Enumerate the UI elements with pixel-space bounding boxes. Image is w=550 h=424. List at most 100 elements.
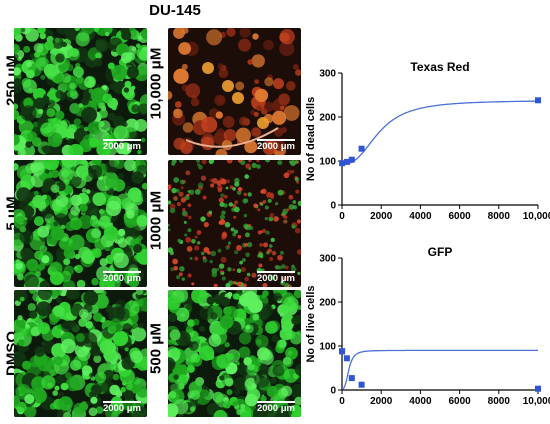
cell-blob	[78, 103, 84, 108]
cell-blob	[283, 172, 290, 179]
cell-blob	[239, 260, 243, 265]
cell-blob	[242, 258, 246, 262]
cell-blob	[244, 174, 249, 179]
cell-blob	[245, 252, 250, 258]
cell-blob	[219, 314, 234, 329]
cell-blob	[26, 61, 32, 68]
cell-blob	[227, 292, 233, 297]
cell-blob	[286, 208, 290, 212]
cell-blob	[251, 162, 257, 169]
data-point	[535, 97, 541, 104]
cell-blob	[99, 258, 108, 267]
cell-blob	[221, 139, 233, 151]
cell-blob	[70, 205, 81, 216]
cell-blob	[105, 174, 120, 189]
cell-blob	[23, 97, 34, 108]
cell-blob	[42, 194, 47, 200]
cell-blob	[213, 409, 228, 417]
cell-blob	[67, 47, 80, 61]
cell-blob	[212, 391, 224, 403]
cell-blob	[91, 228, 102, 239]
cell-blob	[169, 203, 176, 210]
cell-blob	[252, 33, 259, 40]
cell-blob	[185, 325, 194, 334]
cell-blob	[216, 180, 222, 186]
cell-blob	[270, 237, 275, 243]
cell-blob	[43, 63, 58, 78]
cell-blob	[267, 198, 272, 203]
cell-blob	[173, 177, 180, 183]
cell-blob	[240, 160, 246, 166]
cell-blob	[235, 361, 240, 366]
cell-blob	[17, 273, 24, 281]
cell-blob	[291, 264, 295, 268]
cell-blob	[66, 290, 77, 300]
cell-blob	[224, 342, 230, 348]
scale-label: 2000 μm	[256, 141, 295, 152]
cell-blob	[280, 314, 296, 329]
cell-blob	[19, 229, 34, 244]
cell-blob	[138, 407, 145, 414]
cell-blob	[81, 332, 98, 348]
cell-blob	[224, 377, 234, 387]
cell-blob	[234, 389, 241, 396]
cell-blob	[191, 282, 195, 286]
cell-blob	[280, 304, 290, 314]
fitted-curve	[341, 349, 538, 390]
cell-blob	[247, 242, 253, 248]
cell-blob	[34, 346, 45, 357]
cell-blob	[227, 244, 230, 248]
cell-blob	[194, 235, 198, 239]
cell-blob	[190, 97, 200, 107]
cell-blob	[267, 248, 272, 253]
data-point	[339, 160, 346, 167]
cell-blob	[105, 31, 110, 37]
cell-blob	[60, 119, 67, 126]
cell-blob	[240, 407, 246, 413]
cell-blob	[49, 218, 55, 224]
cell-blob	[222, 115, 235, 128]
cell-blob	[245, 163, 251, 169]
cell-blob	[244, 243, 248, 247]
y-tick-label: 100	[319, 342, 336, 353]
cell-blob	[226, 160, 233, 164]
cell-blob	[197, 241, 201, 245]
cell-blob	[116, 307, 130, 322]
cell-blob	[168, 295, 181, 310]
cell-blob	[95, 39, 109, 53]
cell-blob	[138, 323, 144, 329]
cell-blob	[262, 200, 267, 204]
cell-blob	[217, 63, 225, 70]
cell-blob	[105, 200, 122, 217]
cell-blob	[190, 406, 195, 412]
cell-blob	[109, 318, 125, 333]
cell-blob	[281, 385, 293, 397]
cell-blob	[172, 258, 178, 265]
cell-blob	[253, 111, 259, 117]
cell-blob	[199, 345, 215, 361]
cell-blob	[206, 29, 223, 46]
x-tick-label: 10,000	[523, 211, 550, 222]
cell-blob	[123, 87, 130, 93]
cell-blob	[174, 101, 182, 108]
cell-blob	[219, 375, 225, 381]
cell-blob	[290, 266, 297, 273]
cell-blob	[29, 290, 37, 294]
cell-blob	[280, 250, 284, 255]
scale-bar	[103, 139, 141, 141]
cell-blob	[294, 177, 299, 182]
cell-blob	[202, 257, 208, 263]
cell-blob	[237, 235, 242, 239]
cell-blob	[116, 144, 127, 155]
cell-blob	[242, 198, 248, 204]
x-tick-label: 6000	[448, 396, 471, 407]
cell-blob	[113, 125, 128, 140]
cell-blob	[125, 92, 131, 97]
cell-blob	[85, 321, 93, 329]
cell-blob	[53, 305, 65, 317]
cell-blob	[173, 28, 185, 39]
cell-blob	[219, 202, 225, 207]
data-point	[339, 348, 346, 355]
cell-blob	[256, 164, 261, 169]
cell-blob	[89, 137, 100, 148]
